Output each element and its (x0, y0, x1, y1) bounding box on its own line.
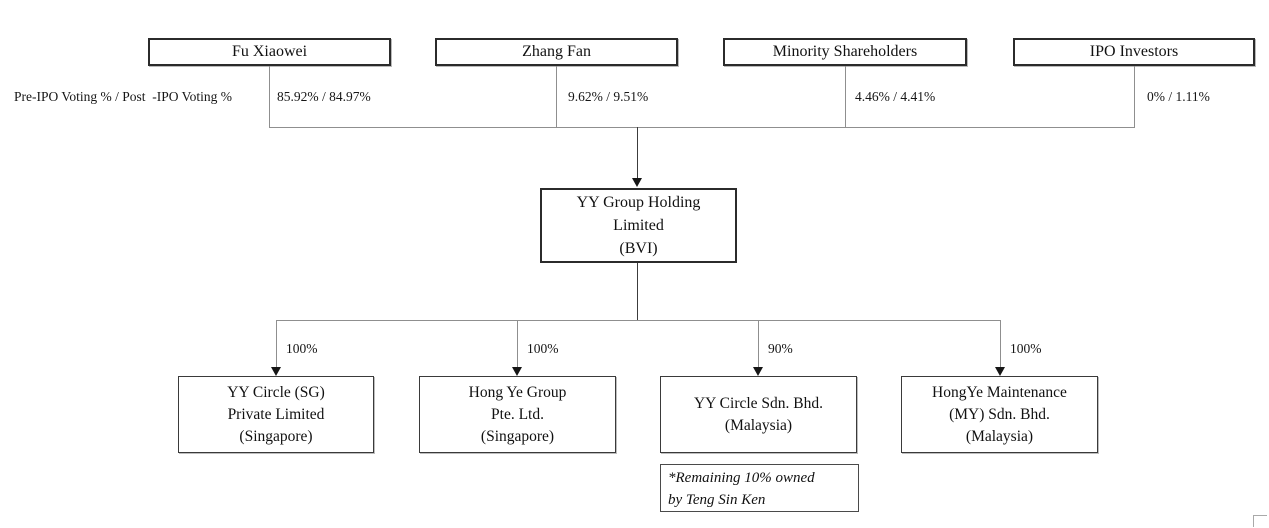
shareholder-box-ipo-investors: IPO Investors (1013, 38, 1255, 66)
arrowhead-into-parent (632, 178, 642, 187)
connector-drop-minority (845, 66, 846, 127)
parent-company-box: YY Group Holding Limited (BVI) (540, 188, 737, 263)
arrowhead-into-sub-2 (512, 367, 522, 376)
connector-drop-sub-4 (1000, 320, 1001, 368)
voting-value-minority: 4.46% / 4.41% (855, 89, 936, 104)
connector-parent-stem (637, 263, 638, 320)
shareholder-box-minority-shareholders: Minority Shareholders (723, 38, 967, 66)
connector-top-horizontal (269, 127, 1135, 128)
connector-drop-sub-1 (276, 320, 277, 368)
subsidiary-line: Hong Ye Group (468, 383, 567, 401)
parent-company-line: YY Group Holding (576, 194, 701, 211)
shareholder-name: IPO Investors (1089, 43, 1179, 60)
arrowhead-into-sub-3 (753, 367, 763, 376)
shareholder-name: Fu Xiaowei (231, 43, 308, 60)
subsidiary-line: HongYe Maintenance (932, 383, 1067, 401)
connector-drop-zhang-fan (556, 66, 557, 127)
voting-value-zhang-fan: 9.62% / 9.51% (568, 89, 649, 104)
subsidiary-line: YY Circle (SG) (227, 383, 325, 401)
shareholder-name: Zhang Fan (522, 43, 591, 60)
connector-drop-fu-xiaowei (269, 66, 270, 127)
subsidiary-line: (Malaysia) (965, 427, 1034, 445)
ownership-label-sub-4: 100% (1010, 341, 1042, 356)
subsidiary-line: (Malaysia) (724, 416, 793, 434)
parent-company-line: (BVI) (619, 240, 658, 257)
connector-drop-sub-2 (517, 320, 518, 368)
ownership-label-sub-2: 100% (527, 341, 559, 356)
footnote-line: *Remaining 10% owned (668, 470, 815, 486)
ownership-label-sub-1: 100% (286, 341, 318, 356)
subsidiary-box-hongye-maintenance: HongYe Maintenance (MY) Sdn. Bhd. (Malay… (901, 376, 1098, 453)
footnote-box: *Remaining 10% owned by Teng Sin Ken (660, 464, 859, 512)
subsidiary-line: YY Circle Sdn. Bhd. (693, 394, 824, 412)
shareholder-box-zhang-fan: Zhang Fan (435, 38, 678, 66)
connector-drop-ipo (1134, 66, 1135, 127)
arrowhead-into-sub-1 (271, 367, 281, 376)
parent-company-line: Limited (613, 217, 664, 234)
connector-drop-sub-3 (758, 320, 759, 368)
shareholder-box-fu-xiaowei: Fu Xiaowei (148, 38, 391, 66)
footnote-line: by Teng Sin Ken (668, 492, 766, 508)
subsidiary-box-hong-ye-group: Hong Ye Group Pte. Ltd. (Singapore) (419, 376, 616, 453)
subsidiary-line: (Singapore) (480, 427, 555, 445)
arrowhead-into-sub-4 (995, 367, 1005, 376)
subsidiary-line: Pte. Ltd. (491, 405, 544, 423)
connector-arrow-line-to-parent (637, 127, 638, 179)
subsidiary-line: Private Limited (227, 405, 325, 423)
ownership-label-sub-3: 90% (768, 341, 793, 356)
subsidiary-box-yy-circle-sg: YY Circle (SG) Private Limited (Singapor… (178, 376, 374, 453)
subsidiary-line: (MY) Sdn. Bhd. (949, 405, 1050, 423)
shareholder-name: Minority Shareholders (772, 43, 918, 60)
voting-value-fu-xiaowei: 85.92% / 84.97% (277, 89, 371, 104)
connector-bottom-horizontal (276, 320, 1001, 321)
voting-row-label: Pre-IPO Voting % / Post -IPO Voting % (14, 89, 233, 104)
table-resize-corner-handle[interactable] (1253, 515, 1267, 527)
voting-value-ipo: 0% / 1.11% (1147, 89, 1210, 104)
subsidiary-box-yy-circle-my: YY Circle Sdn. Bhd. (Malaysia) (660, 376, 857, 453)
subsidiary-line: (Singapore) (239, 427, 313, 445)
